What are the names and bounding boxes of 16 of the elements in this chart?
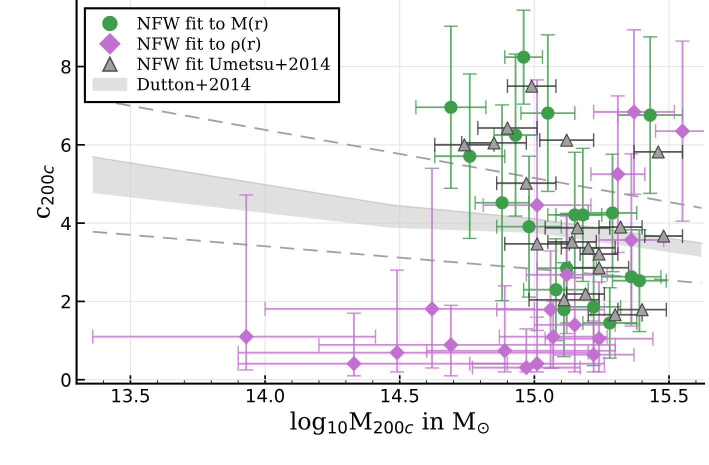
x-tick-label: 14.0 [246,388,284,402]
x-axis-title: log$_{10}$M$_{200c}$ in M$_{⊙}$ [290,412,489,435]
legend-label: NFW fit to M(r) [137,16,268,32]
legend-label: NFW fit Umetsu+2014 [137,57,330,70]
y-axis-title: c$_{200c}$ [37,165,54,218]
legend-label: Dutton+2014 [137,78,250,90]
x-tick-label: 13.5 [112,388,149,402]
y-tick-label: 0 [61,373,71,387]
y-tick-label: 2 [62,294,70,308]
x-tick-label: 14.5 [382,389,418,402]
y-tick-label: 4 [61,216,71,230]
x-tick-label: 15.5 [650,389,688,402]
legend-label: NFW fit to ρ(r) [137,36,260,54]
x-tick-label: 15.0 [516,388,554,402]
y-tick-label: 6 [61,138,71,152]
y-tick-label: 8 [61,60,70,74]
